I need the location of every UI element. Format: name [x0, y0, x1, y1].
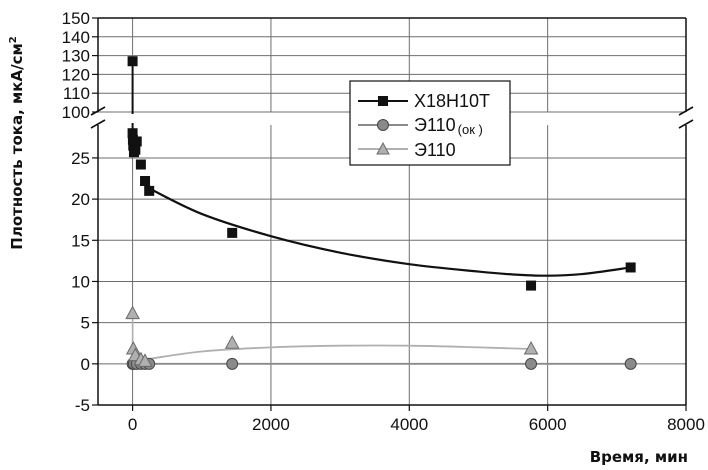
data-point-x18h10t — [144, 185, 155, 196]
legend-entry-e110: Э110 — [358, 140, 456, 160]
y-tick-label: 110 — [63, 84, 90, 103]
axis-break-mark — [678, 119, 694, 129]
y-tick-label: 130 — [62, 47, 90, 66]
y-tick-label: 15 — [71, 231, 90, 250]
x-tick-label: 8000 — [667, 415, 705, 434]
axis-break-mark — [90, 119, 106, 129]
legend-label-x18h10t: X18H10T — [414, 91, 490, 111]
triangle-marker-icon — [376, 141, 390, 155]
legend-entry-x18h10t: X18H10T — [358, 91, 490, 111]
data-point-x18h10t — [131, 136, 142, 147]
y-tick-label: 140 — [62, 28, 90, 47]
circle-marker-icon — [377, 119, 389, 131]
data-point-x18h10t — [526, 280, 537, 291]
series-line-e110 — [132, 344, 532, 363]
y-tick-label: 100 — [62, 103, 90, 122]
data-point-e110 — [224, 335, 240, 349]
data-point-x18h10t — [135, 159, 146, 170]
gridlines — [98, 17, 687, 406]
x-tick-label: 4000 — [390, 415, 428, 434]
series-line-x18h10t — [148, 187, 631, 277]
y-tick-label: 10 — [71, 272, 90, 291]
data-point-x18h10t — [227, 227, 238, 238]
y-tick-label: 120 — [62, 65, 90, 84]
data-point-x18h10t — [127, 128, 138, 139]
legend-box — [349, 80, 511, 166]
y-axis-title: Плотность тока, мкА/см2 — [8, 36, 26, 249]
x-tick-label: 0 — [128, 415, 137, 434]
y-tick-label: 5 — [81, 314, 90, 333]
x-axis-title: Время, мин — [590, 448, 688, 466]
y-tick-label: 20 — [71, 190, 90, 209]
y-tick-label: -5 — [75, 396, 90, 415]
y-tick-label: 25 — [71, 149, 90, 168]
tick-labels: 0 2000 4000 6000 8000 -5 0 5 10 15 20 25 10011012013… — [62, 9, 705, 434]
y-tick-label: 150 — [62, 9, 90, 28]
data-point-e110-ok — [525, 357, 538, 370]
data-point-x18h10t — [127, 56, 138, 67]
axis-break-mark — [678, 106, 694, 116]
data-point-x18h10t — [140, 176, 151, 186]
series-lines — [131, 61, 631, 365]
data-point-e110 — [125, 305, 140, 320]
x-tick-label: 6000 — [529, 415, 567, 434]
axes — [90, 17, 694, 411]
y-tick-label: 0 — [81, 355, 90, 374]
data-point-e110-ok — [226, 357, 239, 370]
x-tick-label: 2000 — [252, 415, 290, 434]
legend-entry-e110-ok: Э110 (ок ) — [358, 115, 483, 137]
data-point-x18h10t — [625, 262, 636, 273]
data-point-e110 — [523, 340, 539, 355]
square-marker-icon — [378, 96, 388, 106]
data-point-x18h10t — [130, 144, 141, 155]
data-point-e110-ok — [624, 357, 637, 370]
series-markers — [125, 56, 637, 370]
legend-label-e110: Э110 — [414, 140, 456, 160]
legend: X18H10T Э110 (ок ) Э110 — [349, 80, 511, 166]
data-point-e110 — [137, 353, 153, 367]
legend-label-e110-ok: Э110 (ок ) — [414, 115, 483, 137]
axis-break-mark — [90, 106, 106, 116]
